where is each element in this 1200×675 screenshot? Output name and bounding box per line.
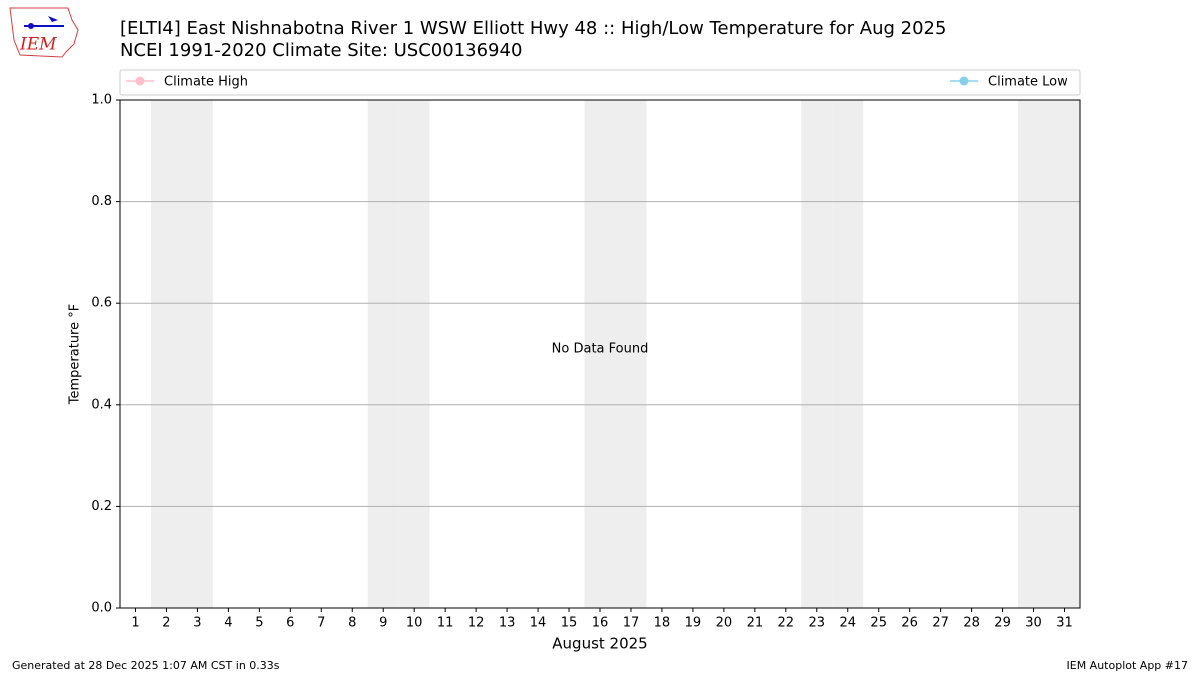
weekend-shade — [584, 100, 616, 608]
chart-title: [ELTI4] East Nishnabotna River 1 WSW Ell… — [120, 18, 946, 39]
weekend-shade — [150, 100, 182, 608]
legend-label: Climate Low — [988, 75, 1068, 90]
weekend-shade — [367, 100, 399, 608]
x-tick-label: 11 — [437, 616, 454, 631]
x-tick-label: 31 — [1056, 616, 1073, 631]
x-tick-label: 22 — [778, 616, 795, 631]
x-tick-label: 10 — [406, 616, 423, 631]
footer-right: IEM Autoplot App #17 — [1067, 659, 1189, 672]
weekend-shade — [1049, 100, 1080, 608]
weekend-shade — [832, 100, 864, 608]
y-tick-label: 0.6 — [91, 296, 112, 311]
y-axis-label: Temperature °F — [68, 304, 83, 405]
x-axis-label: August 2025 — [552, 635, 647, 653]
x-tick-label: 27 — [932, 616, 949, 631]
y-tick-label: 0.8 — [91, 194, 112, 209]
weekend-shade — [1018, 100, 1050, 608]
x-tick-label: 12 — [468, 616, 485, 631]
x-tick-label: 23 — [809, 616, 826, 631]
x-tick-label: 19 — [685, 616, 702, 631]
x-tick-label: 1 — [131, 616, 139, 631]
x-tick-label: 5 — [255, 616, 263, 631]
x-tick-label: 21 — [747, 616, 764, 631]
annotation: No Data Found — [552, 342, 649, 357]
x-tick-label: 26 — [901, 616, 918, 631]
x-tick-label: 3 — [193, 616, 201, 631]
x-tick-label: 4 — [224, 616, 232, 631]
footer-left: Generated at 28 Dec 2025 1:07 AM CST in … — [12, 659, 280, 672]
x-tick-label: 2 — [162, 616, 170, 631]
x-tick-label: 13 — [499, 616, 516, 631]
logo-text: IEM — [19, 35, 57, 55]
y-tick-label: 0.4 — [91, 397, 112, 412]
x-tick-label: 17 — [623, 616, 640, 631]
x-tick-label: 30 — [1025, 616, 1042, 631]
x-tick-label: 9 — [379, 616, 387, 631]
x-tick-label: 28 — [963, 616, 980, 631]
chart-subtitle: NCEI 1991-2020 Climate Site: USC00136940 — [120, 40, 522, 61]
y-tick-label: 0.0 — [91, 601, 112, 616]
weekend-shade — [615, 100, 647, 608]
y-tick-label: 0.2 — [91, 499, 112, 514]
legend-label: Climate High — [164, 75, 248, 90]
x-tick-label: 15 — [561, 616, 578, 631]
weekend-shade — [181, 100, 213, 608]
x-tick-label: 25 — [870, 616, 887, 631]
x-tick-label: 18 — [654, 616, 671, 631]
x-tick-label: 6 — [286, 616, 294, 631]
x-tick-label: 8 — [348, 616, 356, 631]
y-tick-label: 1.0 — [91, 93, 112, 108]
x-tick-label: 24 — [839, 616, 856, 631]
x-tick-label: 14 — [530, 616, 547, 631]
x-tick-label: 29 — [994, 616, 1011, 631]
legend-box — [119, 69, 1081, 96]
legend-marker — [959, 76, 969, 86]
weekend-shade — [398, 100, 430, 608]
weekend-shade — [801, 100, 833, 608]
x-tick-label: 7 — [317, 616, 325, 631]
logo: IEM — [9, 7, 79, 58]
x-tick-label: 20 — [716, 616, 733, 631]
x-tick-label: 16 — [592, 616, 609, 631]
legend-marker — [135, 76, 145, 86]
